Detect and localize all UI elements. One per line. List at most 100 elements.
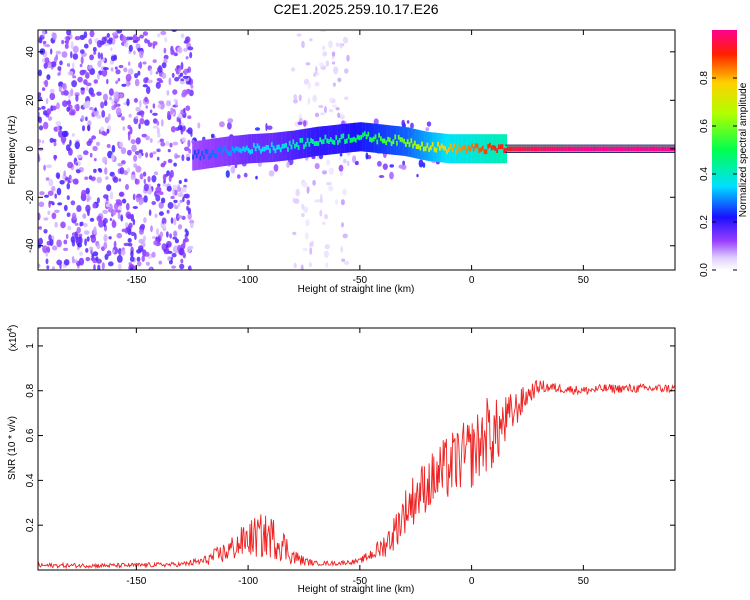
spectrogram-noise-cell: [121, 160, 126, 165]
spectrogram-x-label: Height of straight line (km): [298, 284, 415, 295]
spectrogram-ridge-halo: [446, 133, 449, 163]
spectrogram-noise-cell: [52, 32, 57, 41]
spectrogram-noise-cell: [225, 170, 230, 178]
spectrogram-ridge-halo: [251, 134, 254, 164]
spectrogram-ridge-cell: [283, 143, 286, 149]
spectrogram-noise-cell: [153, 240, 158, 246]
spectrogram-noise-cell: [115, 209, 122, 213]
spectrogram-noise-cell: [130, 231, 136, 237]
spectrogram-noise-cell: [49, 88, 55, 94]
spectrogram-ridge-cell: [274, 148, 277, 154]
spectrogram-noise-cell: [85, 256, 91, 262]
spectrogram-noise-cell: [76, 205, 82, 212]
spectrogram-noise-cell: [177, 46, 183, 54]
spectrogram-noise-cell: [145, 152, 149, 158]
spectrogram-ridge-cell: [267, 145, 270, 150]
spectrogram-noise-cell: [96, 243, 101, 250]
spectrogram-noise-cell: [152, 59, 157, 63]
spectrogram-ridge-cell: [419, 145, 422, 151]
spectrogram-noise-cell: [144, 38, 148, 44]
spectrogram-ridge-cell: [301, 137, 304, 143]
spectrogram-ridge-cell: [392, 139, 395, 144]
colorbar-tick-label: 0.8: [699, 71, 710, 85]
spectrogram-noise-cell: [130, 250, 134, 258]
spectrogram-ridge-cell: [281, 143, 284, 149]
spectrogram-ridge-cell: [576, 146, 579, 152]
spectrogram-ridge-cell: [383, 138, 386, 144]
spectrogram-noise-cell: [77, 76, 83, 83]
spectrogram-noise-cell: [72, 62, 75, 70]
spectrogram-ridge-cell: [594, 146, 597, 152]
spectrogram-ridge-cell: [269, 148, 272, 154]
spectrogram-noise-cell: [133, 154, 138, 162]
spectrogram-ridge-cell: [396, 140, 399, 146]
spectrogram-ridge-cell: [591, 146, 593, 152]
spectrogram-noise-cell: [315, 66, 318, 74]
spectrogram-noise-cell: [265, 123, 268, 131]
colorbar: 0.0 0.2 0.4 0.6 0.8 Normalized spectral ampl…: [699, 30, 749, 277]
spectrogram-ridge-cell: [592, 146, 595, 152]
spectrogram-ridge-cell: [192, 154, 195, 160]
spectrogram-noise-cell: [83, 230, 90, 235]
spectrogram-ridge-cell: [447, 147, 450, 153]
spectrogram-noise-cell: [72, 178, 79, 185]
spectrogram-ridge-cell: [565, 146, 568, 152]
spectrogram-noise-cell: [38, 143, 41, 147]
spectrogram-noise-cell: [132, 40, 139, 44]
spectrogram-noise-cell: [373, 118, 379, 126]
spectrogram-ridge-cell: [469, 146, 472, 152]
spectrogram-noise-cell: [180, 61, 184, 70]
spectrogram-noise-cell: [92, 145, 98, 152]
spectrogram-noise-cell: [126, 36, 130, 41]
spectrogram-noise-cell: [148, 209, 152, 216]
spectrogram-ridge-cell: [530, 146, 533, 152]
spectrogram-ridge-cell: [487, 144, 490, 149]
spectrogram-noise-cell: [104, 167, 108, 175]
spectrogram-noise-cell: [126, 98, 130, 107]
spectrogram-noise-cell: [119, 167, 125, 175]
spectrogram-ridge-halo: [249, 134, 252, 164]
spectrogram-noise-cell: [77, 242, 82, 248]
spectrogram-noise-cell: [97, 60, 102, 68]
spectrogram-ridge-cell: [553, 146, 556, 152]
spectrogram-ridge-halo: [344, 123, 347, 153]
spectrogram-noise-cell: [45, 98, 49, 105]
spectrogram-ridge-cell: [295, 142, 298, 147]
snr-frame: [37, 327, 676, 571]
spectrogram-ridge-cell: [496, 148, 499, 153]
spectrogram-noise-cell: [154, 213, 158, 218]
spectrogram-ridge-cell: [294, 143, 297, 149]
spectrogram-noise-cell: [172, 184, 178, 190]
spectrogram-noise-cell: [127, 68, 134, 75]
spectrogram-ridge-cell: [251, 148, 254, 154]
spectrogram-noise-cell: [96, 215, 102, 222]
spectrogram-noise-cell: [166, 101, 172, 107]
spectrogram-noise-cell: [74, 92, 80, 97]
spectrogram-noise-cell: [152, 125, 159, 129]
spectrogram-noise-cell: [43, 62, 48, 69]
spectrogram-noise-cell: [111, 153, 115, 161]
spectrogram-noise-cell: [378, 175, 385, 178]
spectrogram-ridge-cell: [490, 145, 493, 151]
spectrogram-y-tick-label: -20: [25, 190, 36, 205]
spectrogram-ridge-halo: [485, 134, 488, 164]
spectrogram-noise-cell: [93, 158, 97, 162]
spectrogram-noise-cell: [174, 76, 180, 82]
spectrogram-noise-cell: [117, 78, 121, 82]
spectrogram-noise-cell: [180, 258, 184, 264]
spectrogram-noise-cell: [340, 246, 344, 253]
spectrogram-noise-cell: [161, 62, 167, 69]
spectrogram-ridge-cell: [222, 147, 225, 152]
spectrogram-noise-cell: [135, 165, 142, 173]
spectrogram-noise-cell: [335, 107, 340, 111]
spectrogram-noise-cell: [426, 121, 432, 127]
spectrogram-ridge-cell: [405, 142, 407, 147]
spectrogram-noise-cell: [96, 141, 100, 146]
spectrogram-noise-cell: [82, 125, 85, 132]
spectrogram-noise-cell: [55, 120, 62, 126]
spectrogram-ridge-cell: [349, 138, 352, 143]
spectrogram-noise-cell: [157, 104, 162, 109]
spectrogram-noise-cell: [56, 239, 62, 248]
spectrogram-noise-cell: [106, 128, 110, 134]
spectrogram-noise-cell: [53, 141, 57, 147]
